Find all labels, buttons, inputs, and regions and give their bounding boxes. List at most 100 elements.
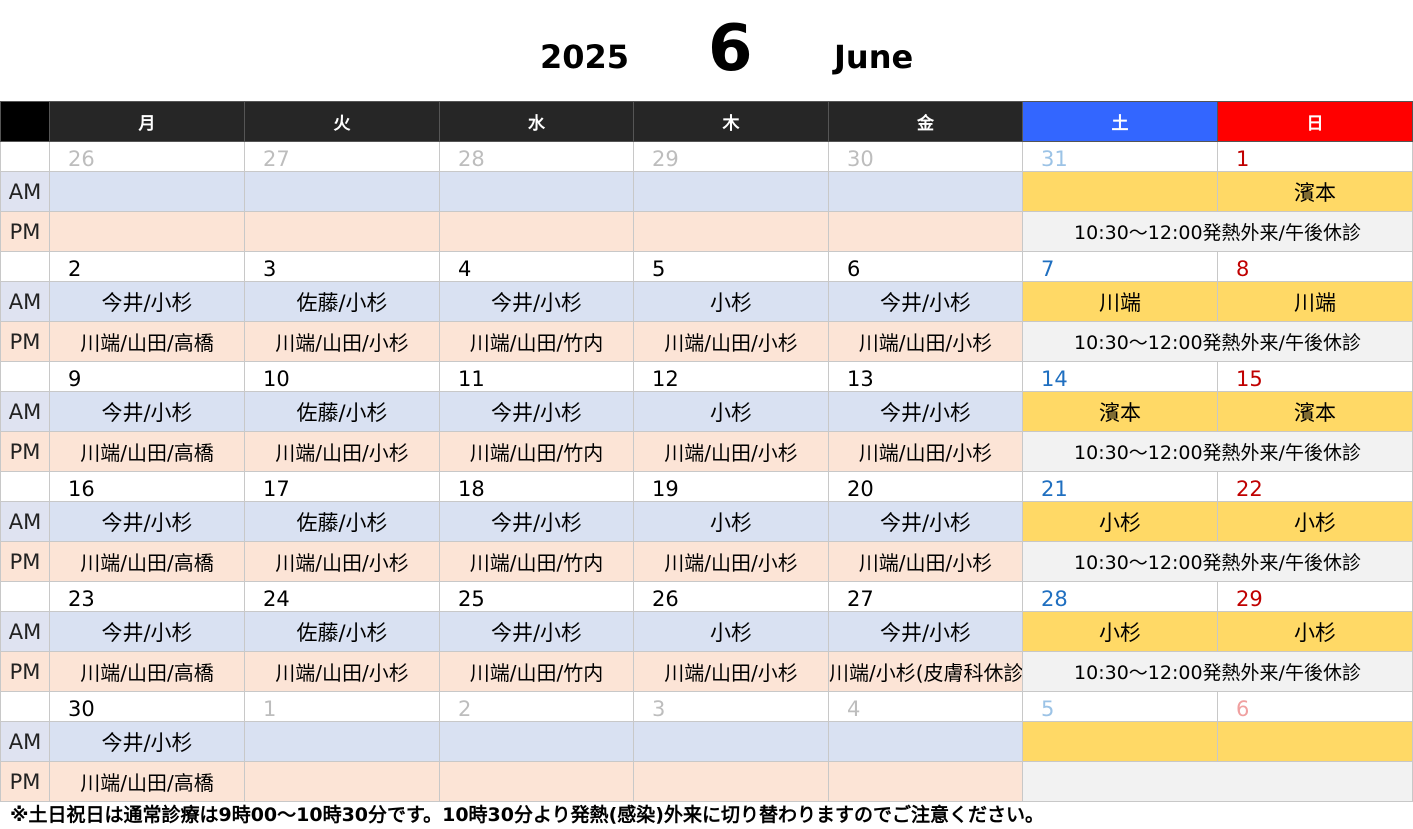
- am-cell: 今井/小杉: [828, 611, 1023, 652]
- am-weekend-cell: 小杉: [1022, 611, 1218, 652]
- date-cell: 1: [244, 691, 440, 722]
- pm-label: PM: [0, 541, 50, 582]
- am-row: AM 今井/小杉 佐藤/小杉 今井/小杉 小杉 今井/小杉 川端 川端: [0, 281, 1413, 322]
- am-weekend-cell: 川端: [1217, 281, 1413, 322]
- pm-cell: 川端/山田/竹内: [439, 431, 634, 472]
- date-cell: 31: [1022, 141, 1218, 172]
- date-row: 30 1 2 3 4 5 6: [0, 691, 1413, 722]
- date-cell: 18: [439, 471, 634, 502]
- weekday-fri: 金: [828, 101, 1023, 142]
- am-cell: 今井/小杉: [49, 281, 245, 322]
- pm-cell: 川端/山田/小杉: [633, 321, 829, 362]
- date-cell: 2: [439, 691, 634, 722]
- am-weekend-cell: 小杉: [1217, 611, 1413, 652]
- am-cell: 小杉: [633, 281, 829, 322]
- date-cell: 5: [1022, 691, 1218, 722]
- date-cell: 15: [1217, 361, 1413, 392]
- am-weekend-cell: 小杉: [1217, 501, 1413, 542]
- date-cell: 4: [439, 251, 634, 282]
- pm-cell: 川端/山田/小杉: [244, 541, 440, 582]
- pm-cell: 川端/山田/高橋: [49, 541, 245, 582]
- date-cell: 30: [828, 141, 1023, 172]
- pm-cell: [244, 211, 440, 252]
- date-cell: 9: [49, 361, 245, 392]
- am-cell: 小杉: [633, 391, 829, 432]
- pm-label: PM: [0, 431, 50, 472]
- date-row-label: [0, 251, 50, 282]
- date-cell: 25: [439, 581, 634, 612]
- pm-cell: 川端/山田/小杉: [244, 321, 440, 362]
- am-row: AM 今井/小杉 佐藤/小杉 今井/小杉 小杉 今井/小杉 濱本 濱本: [0, 391, 1413, 432]
- date-cell: 29: [1217, 581, 1413, 612]
- pm-cell: [633, 211, 829, 252]
- am-cell: 今井/小杉: [49, 611, 245, 652]
- header-corner: [0, 101, 50, 142]
- pm-label: PM: [0, 651, 50, 692]
- pm-cell: [49, 211, 245, 252]
- am-row: AM 今井/小杉 佐藤/小杉 今井/小杉 小杉 今井/小杉 小杉 小杉: [0, 501, 1413, 542]
- pm-label: PM: [0, 321, 50, 362]
- date-cell: 17: [244, 471, 440, 502]
- date-cell: 11: [439, 361, 634, 392]
- date-row-label: [0, 581, 50, 612]
- pm-cell: 川端/山田/竹内: [439, 541, 634, 582]
- date-cell: 14: [1022, 361, 1218, 392]
- pm-label: PM: [0, 761, 50, 802]
- am-weekend-cell: [1022, 721, 1218, 762]
- date-cell: 6: [828, 251, 1023, 282]
- am-cell: [633, 171, 829, 212]
- am-weekend-cell: 川端: [1022, 281, 1218, 322]
- am-weekend-cell: [1217, 721, 1413, 762]
- am-cell: [633, 721, 829, 762]
- am-weekend-cell: 濱本: [1217, 391, 1413, 432]
- date-cell: 22: [1217, 471, 1413, 502]
- pm-cell: 川端/山田/竹内: [439, 321, 634, 362]
- am-cell: 今井/小杉: [828, 501, 1023, 542]
- am-label: AM: [0, 171, 50, 212]
- pm-weekend-cell: 10:30～12:00発熱外来/午後休診: [1022, 211, 1413, 252]
- date-cell: 27: [828, 581, 1023, 612]
- pm-row: PM 川端/山田/高橋 川端/山田/小杉 川端/山田/竹内 川端/山田/小杉 川端/山田/…: [0, 431, 1413, 472]
- pm-row: PM 川端/山田/高橋: [0, 761, 1413, 802]
- am-cell: 小杉: [633, 501, 829, 542]
- pm-cell: 川端/山田/小杉: [244, 431, 440, 472]
- date-cell: 26: [49, 141, 245, 172]
- pm-cell: 川端/山田/高橋: [49, 321, 245, 362]
- date-row: 9 10 11 12 13 14 15: [0, 361, 1413, 392]
- am-label: AM: [0, 611, 50, 652]
- pm-row: PM 川端/山田/高橋 川端/山田/小杉 川端/山田/竹内 川端/山田/小杉 川端/小杉(…: [0, 651, 1413, 692]
- am-cell: 今井/小杉: [49, 721, 245, 762]
- am-cell: 佐藤/小杉: [244, 281, 440, 322]
- date-cell: 20: [828, 471, 1023, 502]
- date-row: 23 24 25 26 27 28 29: [0, 581, 1413, 612]
- am-weekend-cell: 濱本: [1022, 391, 1218, 432]
- am-cell: [49, 171, 245, 212]
- weekday-sun: 日: [1217, 101, 1413, 142]
- calendar-body: 26 27 28 29 30 31 1 AM 濱本 PM 10:30～12:00発熱外来/午後休診 2…: [0, 141, 1413, 802]
- pm-cell: 川端/山田/小杉: [828, 431, 1023, 472]
- weekday-mon: 月: [49, 101, 245, 142]
- date-cell: 29: [633, 141, 829, 172]
- am-weekend-cell: 小杉: [1022, 501, 1218, 542]
- pm-cell: 川端/山田/高橋: [49, 431, 245, 472]
- pm-weekend-cell: 10:30～12:00発熱外来/午後休診: [1022, 321, 1413, 362]
- pm-cell: 川端/山田/高橋: [49, 651, 245, 692]
- am-weekend-cell: 濱本: [1217, 171, 1413, 212]
- pm-cell: 川端/山田/小杉: [828, 541, 1023, 582]
- date-cell: 6: [1217, 691, 1413, 722]
- am-cell: [244, 171, 440, 212]
- date-row-label: [0, 361, 50, 392]
- am-cell: [439, 721, 634, 762]
- date-cell: 8: [1217, 251, 1413, 282]
- pm-cell: [828, 211, 1023, 252]
- am-label: AM: [0, 721, 50, 762]
- pm-cell: [439, 211, 634, 252]
- am-cell: 今井/小杉: [828, 281, 1023, 322]
- date-cell: 28: [439, 141, 634, 172]
- pm-cell: 川端/小杉(皮膚科休診): [828, 651, 1023, 692]
- date-cell: 10: [244, 361, 440, 392]
- date-row: 26 27 28 29 30 31 1: [0, 141, 1413, 172]
- am-cell: 佐藤/小杉: [244, 391, 440, 432]
- am-label: AM: [0, 501, 50, 542]
